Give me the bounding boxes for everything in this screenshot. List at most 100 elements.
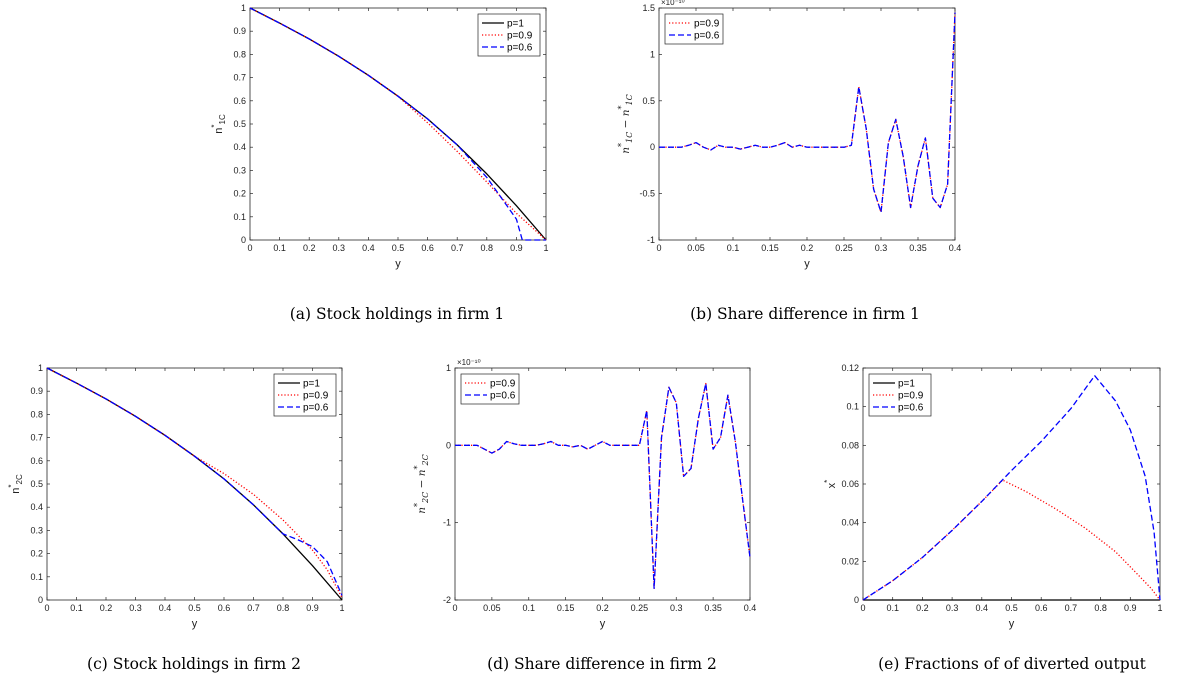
x-tick-label: 0 — [656, 243, 661, 253]
y-axis-label: x* — [823, 480, 838, 489]
x-tick-label: 0.9 — [1124, 603, 1137, 613]
x-tick-label: 0.7 — [247, 603, 260, 613]
x-tick-label: 0.3 — [946, 603, 959, 613]
legend-box — [460, 373, 520, 405]
y-tick-label: -0.5 — [639, 189, 655, 199]
y-tick-label: 0.4 — [30, 502, 43, 512]
y-tick-label: 0.6 — [30, 456, 43, 466]
legend-box — [664, 13, 724, 45]
legend: p=1p=0.9p=0.6 — [868, 373, 932, 417]
x-tick-label: 0.15 — [557, 603, 575, 613]
legend-box — [477, 13, 541, 57]
y-tick-label: 1 — [650, 49, 655, 59]
x-tick-label: 0.3 — [129, 603, 142, 613]
y-tick-label: 0 — [446, 440, 451, 450]
panel-a: 0 0.1 0.2 0.3 0.4 0.5 0.6 0.7 0.8 0.9 1 0 0.1 0.2 0.3 0… — [210, 3, 549, 270]
x-tick-label: 0.35 — [704, 603, 722, 613]
x-tick-label: 0.6 — [218, 603, 231, 613]
x-tick-label: 0.05 — [687, 243, 705, 253]
x-tick-label: 0 — [452, 603, 457, 613]
x-tick-label: 0 — [860, 603, 865, 613]
x-tick-label: 0.1 — [70, 603, 83, 613]
x-tick-label: 0.1 — [886, 603, 899, 613]
plot-area — [658, 7, 956, 241]
x-tick-label: 0.05 — [483, 603, 501, 613]
legend-label: p=0.9 — [898, 391, 924, 402]
y-tick-label: 0.02 — [841, 556, 859, 566]
legend-label: p=0.9 — [507, 31, 533, 42]
x-tick-label: 0 — [44, 603, 49, 613]
legend: p=0.9p=0.6 — [460, 373, 520, 405]
x-tick-label: 1 — [543, 243, 548, 253]
x-axis-label: y — [600, 618, 606, 630]
legend-label: p=0.6 — [898, 403, 924, 414]
x-tick-label: 0.9 — [510, 243, 523, 253]
x-tick-label: 0 — [247, 243, 252, 253]
legend-label: p=0.9 — [303, 391, 329, 402]
y-tick-label: 0.6 — [233, 96, 246, 106]
x-tick-label: 0.2 — [801, 243, 814, 253]
x-tick-label: 0.25 — [631, 603, 649, 613]
x-tick-label: 0.3 — [333, 243, 346, 253]
y-tick-label: 0 — [650, 142, 655, 152]
x-tick-label: 0.5 — [392, 243, 405, 253]
caption-d: (d) Share difference in firm 2 — [487, 655, 717, 673]
legend-label: p=1 — [507, 19, 524, 30]
x-tick-label: 0.2 — [100, 603, 113, 613]
y-axis-label: n*1C − n*1C — [617, 94, 634, 153]
x-tick-label: 0.1 — [522, 603, 535, 613]
y-tick-label: -2 — [443, 595, 451, 605]
legend-label: p=0.9 — [490, 379, 516, 390]
x-tick-label: 0.9 — [306, 603, 319, 613]
legend-label: p=1 — [898, 379, 915, 390]
y-tick-label: 0.12 — [841, 363, 859, 373]
x-tick-label: 0.2 — [596, 603, 609, 613]
legend-label: p=1 — [303, 379, 320, 390]
x-tick-label: 0.1 — [273, 243, 286, 253]
y-axis-label: n*1C — [210, 114, 227, 134]
y-tick-label: 0.7 — [30, 433, 43, 443]
x-axis-label: y — [1009, 618, 1015, 630]
series-line-p06 — [455, 382, 751, 590]
x-axis-label: y — [192, 618, 198, 630]
y-tick-label: 0.3 — [233, 165, 246, 175]
x-tick-label: 0.2 — [916, 603, 929, 613]
series-line-p06 — [659, 12, 956, 213]
series-line-p06 — [46, 367, 343, 596]
x-tick-label: 0.8 — [1094, 603, 1107, 613]
y-tick-label: 0 — [854, 595, 859, 605]
y-tick-label: 0.5 — [233, 119, 246, 129]
x-tick-label: 1 — [1157, 603, 1162, 613]
y-tick-label: 0.5 — [642, 96, 655, 106]
series-line-p06 — [862, 375, 1161, 601]
legend-box — [273, 373, 337, 417]
y-tick-label: 0.3 — [30, 525, 43, 535]
y-tick-label: 0 — [38, 595, 43, 605]
y-tick-label: -1 — [443, 518, 451, 528]
legend: p=1p=0.9p=0.6 — [477, 13, 541, 57]
y-tick-label: 1 — [38, 363, 43, 373]
legend-label: p=0.6 — [303, 403, 329, 414]
x-tick-label: 0.5 — [1005, 603, 1018, 613]
series-line-p09 — [46, 367, 343, 599]
panel-b: 0 0.05 0.1 0.15 0.2 0.25 0.3 0.35 0.4 -1 -0.5 0 0.5 1… — [617, 0, 961, 270]
y-tick-label: 1 — [241, 3, 246, 13]
x-tick-label: 0.4 — [976, 603, 989, 613]
y-tick-label: 0.8 — [233, 49, 246, 59]
y-tick-label: 0.2 — [30, 549, 43, 559]
x-tick-label: 0.1 — [727, 243, 740, 253]
x-tick-label: 0.8 — [277, 603, 290, 613]
legend-label: p=0.6 — [507, 43, 533, 54]
y-tick-label: 0.1 — [846, 402, 859, 412]
caption-a: (a) Stock holdings in firm 1 — [290, 305, 504, 323]
y-axis-label: n*2C − n*2C — [413, 454, 430, 513]
panel-e: 0 0.1 0.2 0.3 0.4 0.5 0.6 0.7 0.8 0.9 1 0 0.02 0.04 0.… — [823, 363, 1163, 630]
x-axis-label: y — [395, 258, 401, 270]
x-tick-label: 0.15 — [761, 243, 779, 253]
y-tick-label: 0 — [241, 235, 246, 245]
x-tick-label: 0.2 — [303, 243, 316, 253]
y-tick-label: 0.9 — [30, 386, 43, 396]
y-tick-label: 0.9 — [233, 26, 246, 36]
legend: p=1p=0.9p=0.6 — [273, 373, 337, 417]
x-axis-label: y — [804, 258, 810, 270]
